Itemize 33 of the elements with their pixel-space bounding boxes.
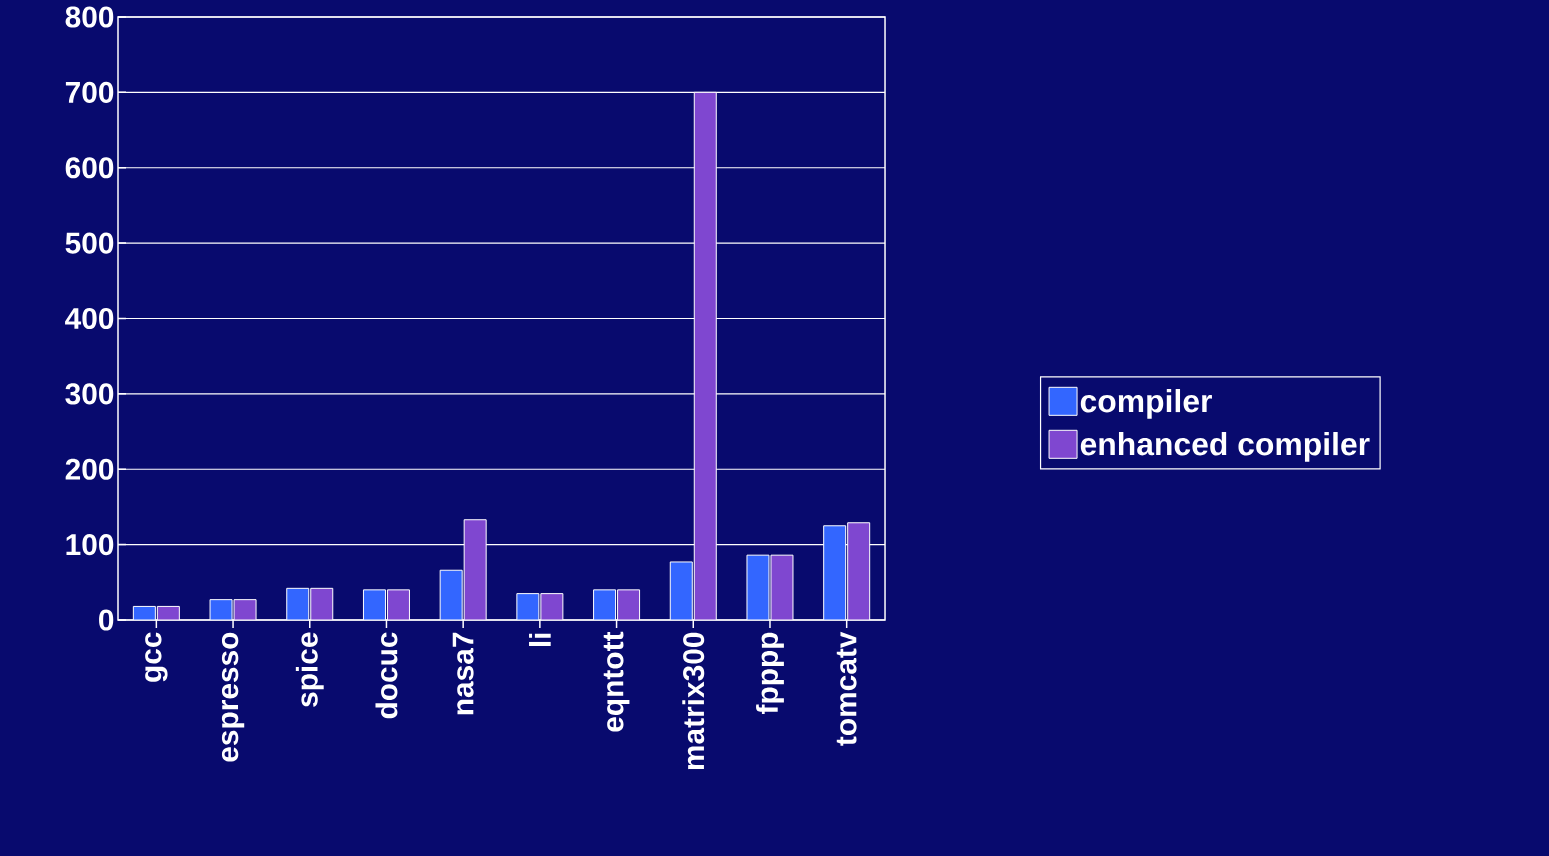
legend-label: enhanced compiler (1080, 432, 1370, 462)
bar (693, 91, 717, 620)
x-tick-label: eqntott (603, 631, 630, 732)
y-tick-label: 600 (65, 157, 114, 179)
x-tick-label: li (529, 633, 551, 647)
bar (823, 525, 847, 620)
bar (439, 569, 463, 620)
legend-label: compiler (1080, 389, 1212, 419)
x-tick-label: tomcatv (836, 631, 857, 746)
y-tick-label: 400 (65, 307, 114, 330)
bar (617, 589, 641, 620)
x-tick-label: spice (295, 632, 324, 707)
bar (847, 522, 871, 620)
bar (286, 587, 310, 620)
x-tick-label: matrix300 (682, 632, 705, 770)
x-tick-label: gcc (145, 632, 168, 682)
y-tick-label: 500 (65, 232, 114, 254)
y-tick-label: 200 (65, 458, 114, 480)
y-tick-label: 300 (65, 383, 114, 405)
x-tick-label: nasa7 (452, 632, 474, 715)
bar (593, 589, 617, 620)
x-tick-label: espresso (221, 632, 245, 762)
bar (669, 561, 693, 620)
y-tick-label: 800 (65, 6, 114, 28)
y-tick-label: 0 (99, 609, 114, 631)
bar (386, 589, 410, 620)
x-tick-label: fpppp (756, 632, 784, 714)
x-tick-label: docuc (375, 632, 398, 719)
y-tick-label: 100 (66, 534, 114, 556)
bar (362, 589, 386, 620)
bar (463, 519, 487, 620)
y-tick-label: 700 (65, 81, 114, 103)
bar (310, 587, 334, 620)
